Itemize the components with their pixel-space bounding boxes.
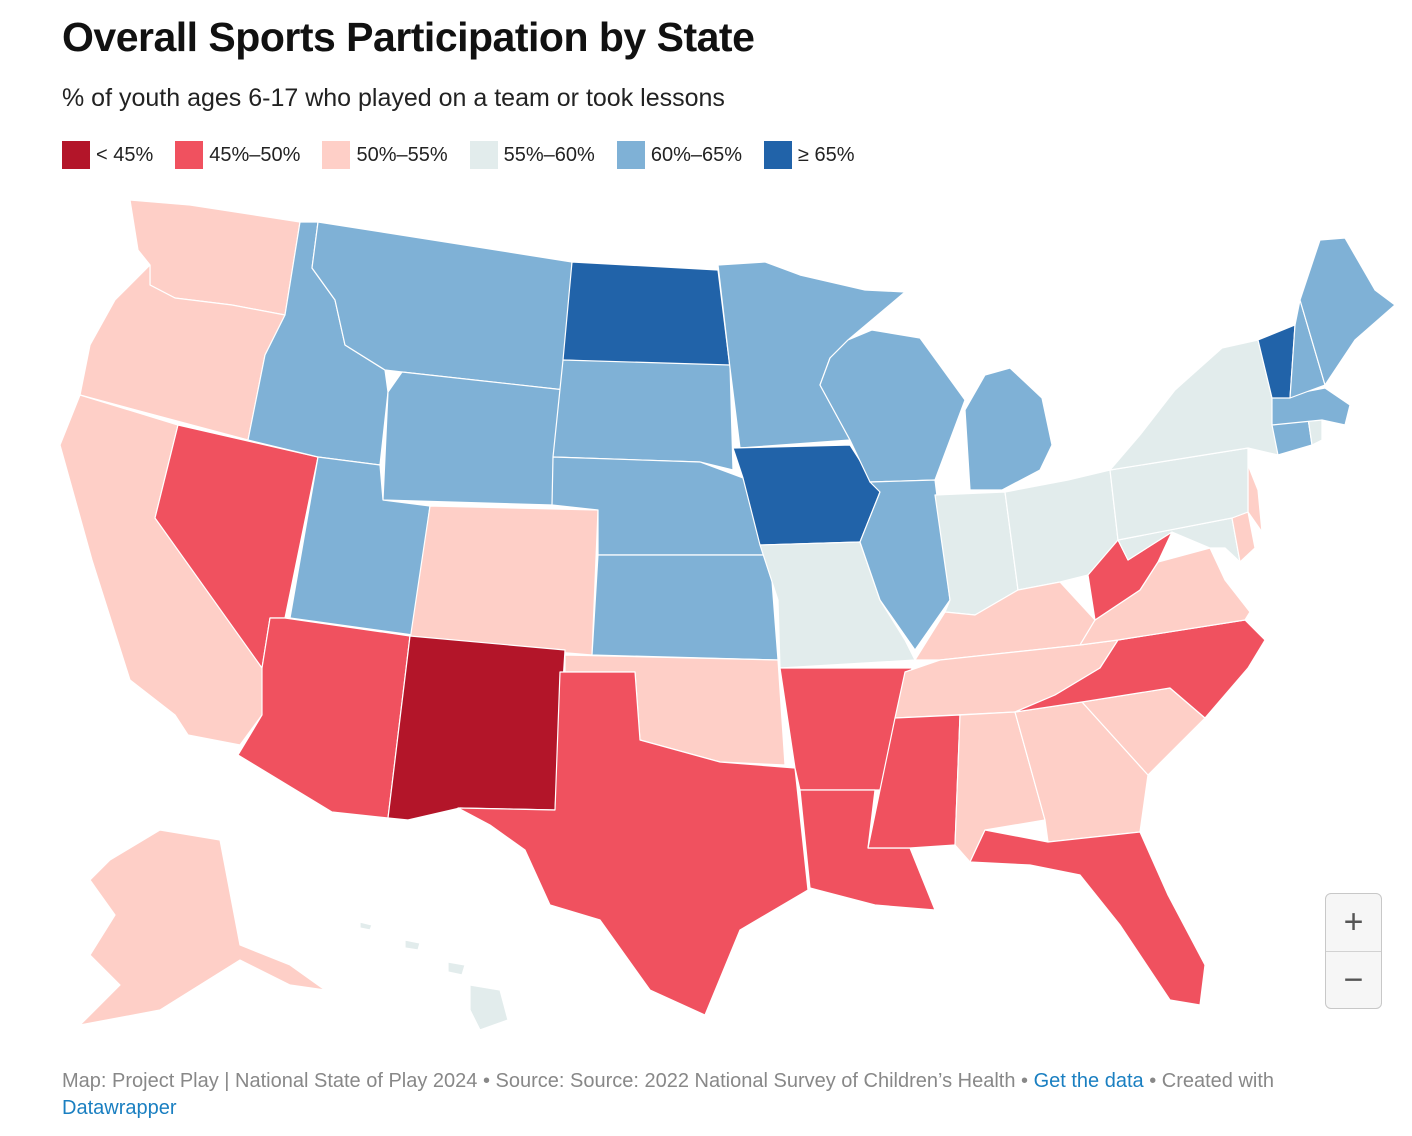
- zoom-control: + −: [1325, 893, 1382, 1009]
- zoom-divider: [1326, 951, 1381, 952]
- state-kansas[interactable]: [591, 554, 779, 661]
- state-north-carolina[interactable]: [1014, 619, 1266, 719]
- state-south-dakota[interactable]: [552, 359, 734, 471]
- state-texas[interactable]: [457, 671, 809, 1016]
- zoom-out-button[interactable]: −: [1343, 961, 1364, 999]
- chart-title: Overall Sports Participation by State: [62, 14, 755, 60]
- legend-label: < 45%: [96, 143, 154, 166]
- legend-item: 45%–50%: [175, 141, 300, 169]
- chart-subtitle: % of youth ages 6-17 who played on a tea…: [62, 84, 725, 112]
- footer: Map: Project Play | National State of Pl…: [62, 1068, 1392, 1122]
- datawrapper-link[interactable]: Datawrapper: [62, 1097, 177, 1119]
- legend-item: < 45%: [62, 141, 153, 169]
- legend-swatch: [62, 141, 90, 169]
- legend-label: ≥ 65%: [798, 143, 855, 166]
- zoom-in-button[interactable]: +: [1343, 903, 1364, 941]
- state-hawaii[interactable]: [359, 921, 509, 1031]
- legend-item: 55%–60%: [469, 141, 595, 169]
- state-maine[interactable]: [1299, 237, 1396, 386]
- state-new-york[interactable]: [1109, 339, 1279, 471]
- legend-swatch: [175, 141, 204, 169]
- state-michigan[interactable]: [964, 367, 1053, 491]
- legend-item: ≥ 65%: [764, 141, 855, 169]
- state-wyoming[interactable]: [382, 371, 566, 506]
- state-alaska[interactable]: [79, 829, 326, 1026]
- state-colorado[interactable]: [409, 505, 599, 656]
- state-new-mexico[interactable]: [387, 635, 566, 821]
- us-map: [59, 199, 1396, 1031]
- legend-swatch: [764, 141, 793, 169]
- get-data-link[interactable]: Get the data: [1033, 1070, 1144, 1092]
- state-wisconsin[interactable]: [819, 329, 966, 483]
- footer-separator: • Created with: [1143, 1070, 1275, 1092]
- legend-item: 60%–65%: [616, 141, 743, 169]
- legend-swatch: [469, 141, 498, 169]
- legend-swatch: [322, 141, 351, 169]
- state-florida[interactable]: [969, 829, 1206, 1006]
- legend-label: 50%–55%: [356, 143, 448, 166]
- state-north-dakota[interactable]: [562, 261, 731, 369]
- legend-label: 45%–50%: [209, 143, 301, 166]
- state-louisiana[interactable]: [799, 789, 936, 911]
- legend-item: 50%–55%: [322, 141, 448, 169]
- legend-swatch: [616, 141, 645, 169]
- footer-source: Map: Project Play | National State of Pl…: [62, 1070, 1034, 1092]
- legend-label: 60%–65%: [650, 143, 743, 166]
- legend: < 45% 45%–50% 50%–55% 55%–60% 60%–65% ≥ …: [62, 141, 877, 169]
- legend-label: 55%–60%: [503, 143, 595, 166]
